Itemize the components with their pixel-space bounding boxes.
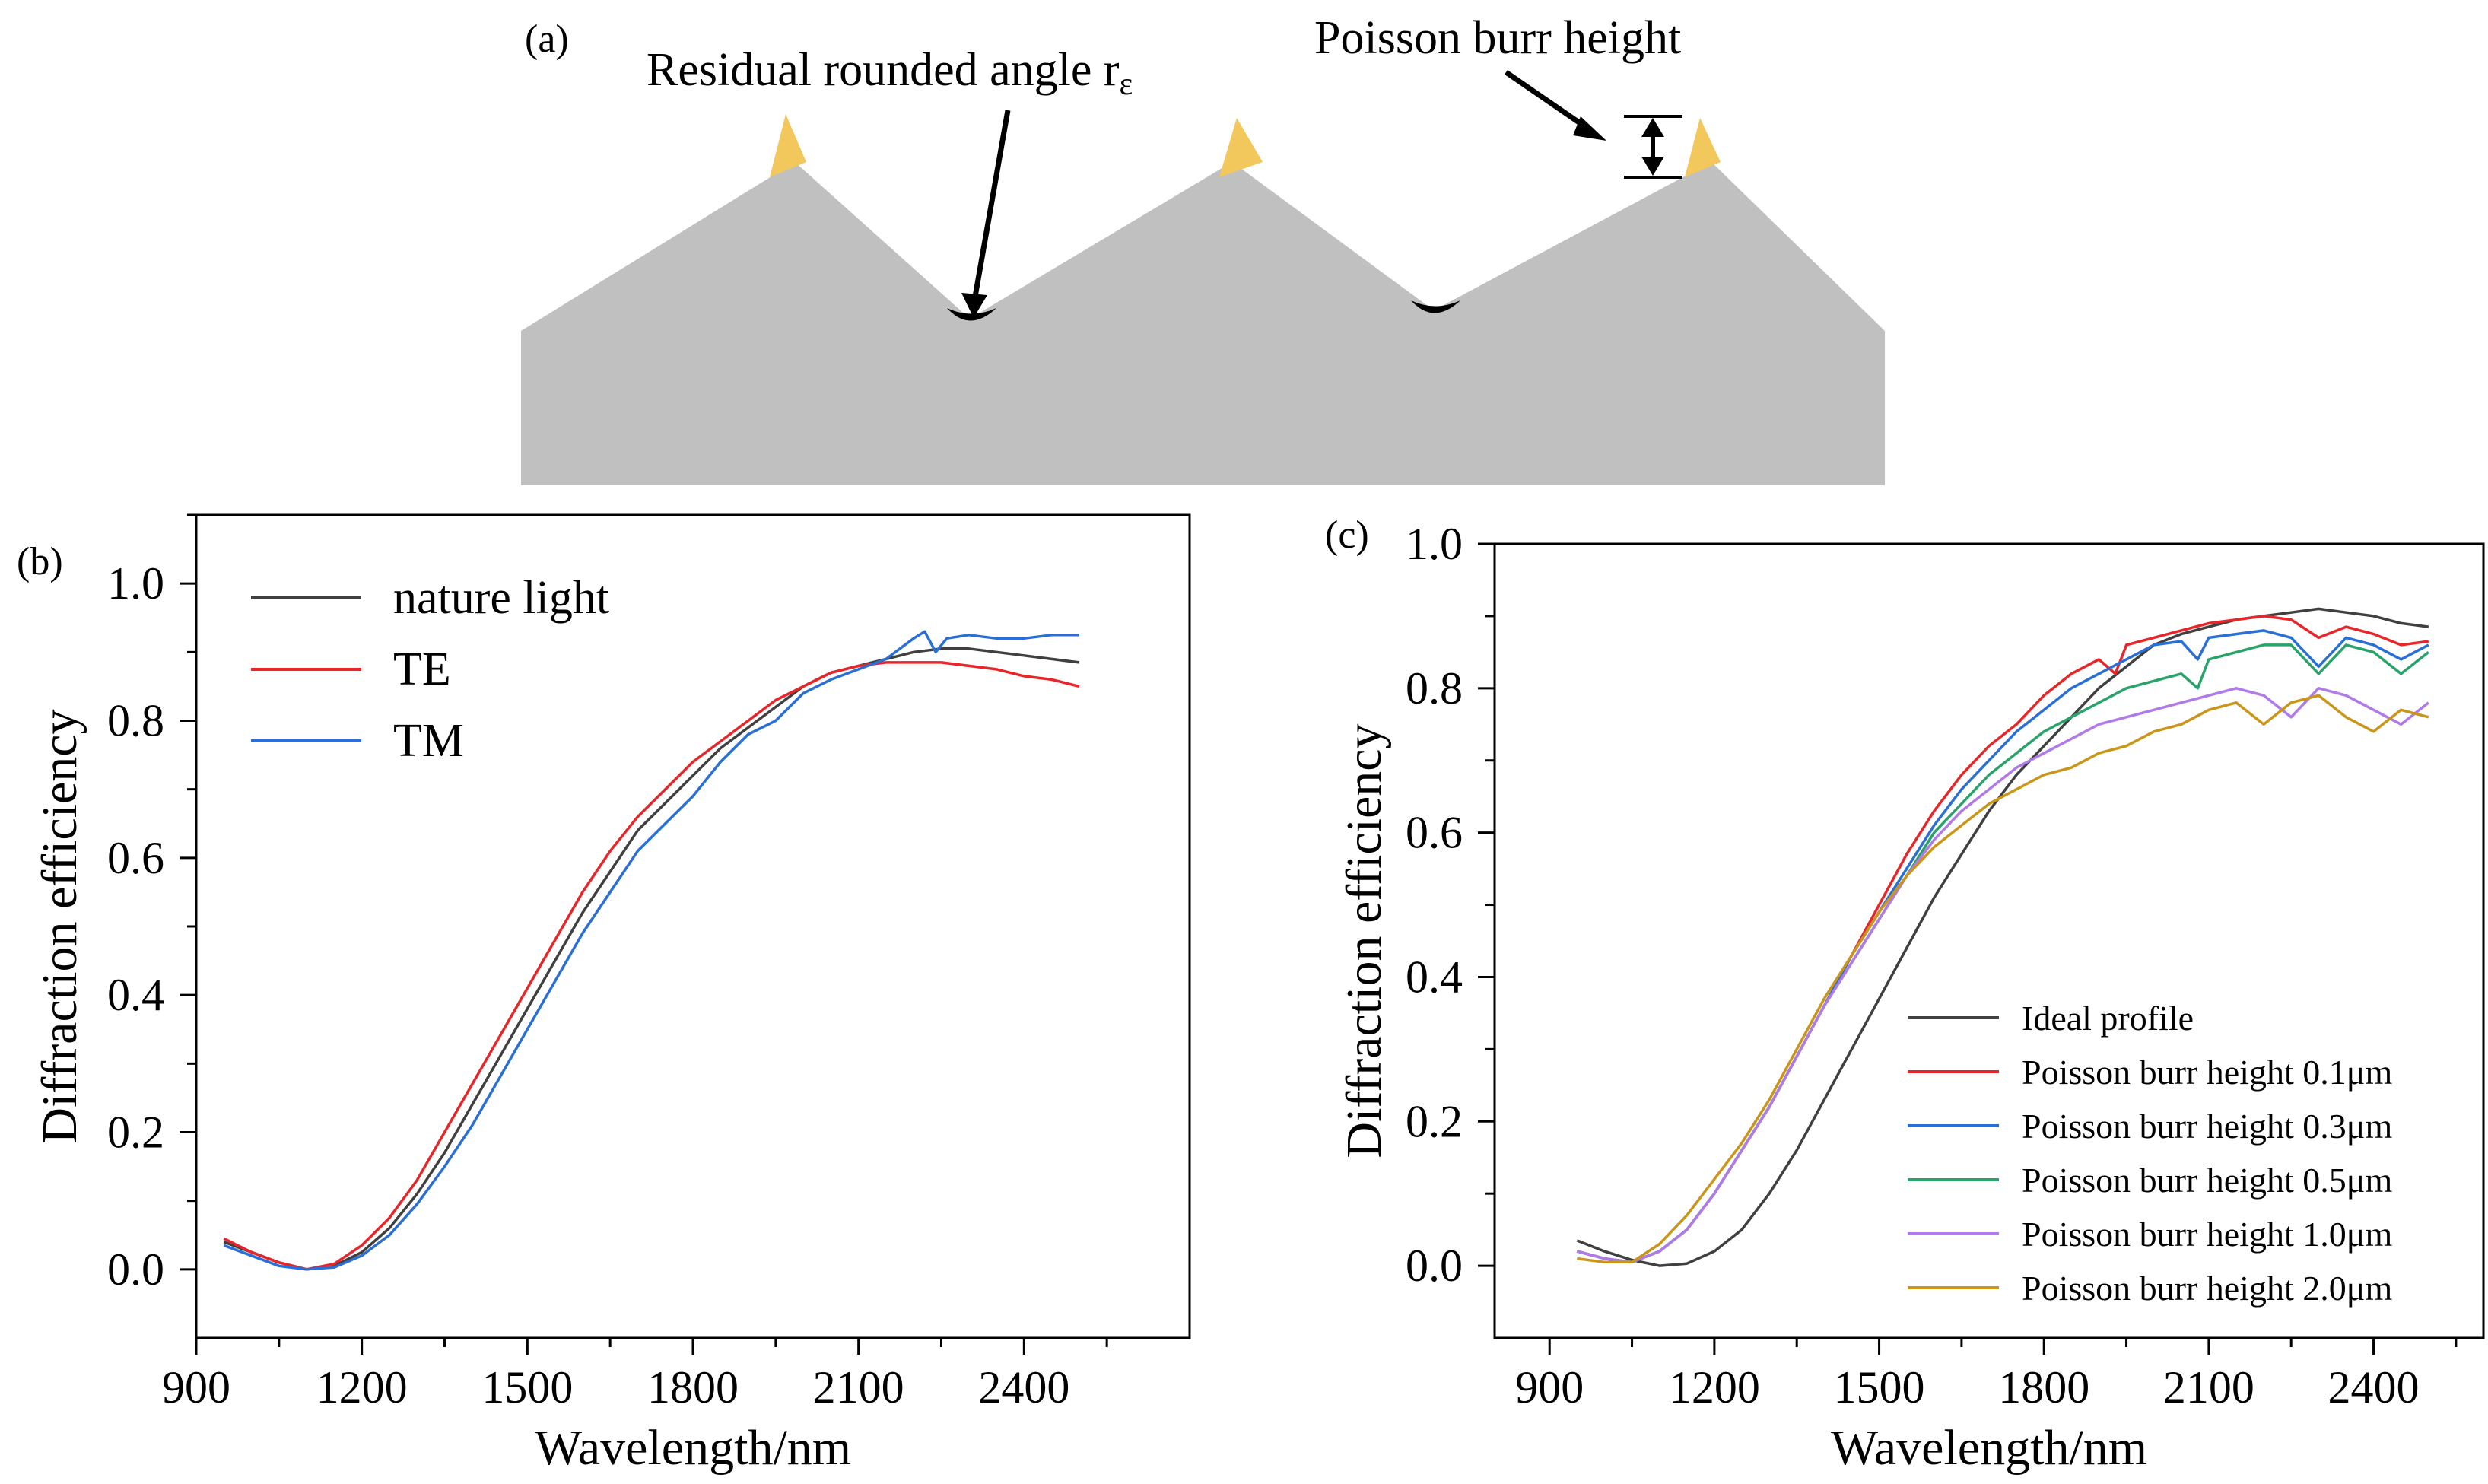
panel-c-x-tick-label-1500: 1500 bbox=[1834, 1362, 1925, 1413]
panel-b-y-tick-label-3: 0.6 bbox=[107, 833, 164, 883]
panel-b-plot-frame bbox=[195, 513, 1191, 1339]
burr-dimension-arrow-down bbox=[1641, 157, 1664, 176]
panel-c-legend-label-ideal-profile: Ideal profile bbox=[2022, 999, 2194, 1038]
panel-c-y-axis-label: Diffraction efficiency bbox=[1336, 723, 1392, 1158]
panel-c-y-tick-label-3: 0.6 bbox=[1406, 808, 1463, 858]
panel-c-legend-label-poisson-burr-height-0-3-m: Poisson burr height 0.3μm bbox=[2022, 1107, 2392, 1146]
rounded-tip-1 bbox=[947, 308, 996, 321]
burr-height-label: Poisson burr height bbox=[1314, 12, 1681, 64]
panel-c-y-tick-label-2: 0.4 bbox=[1406, 952, 1463, 1002]
panel-c-plot-frame bbox=[1493, 542, 2485, 1339]
panel-b-x-tick-label-900: 900 bbox=[162, 1362, 230, 1413]
burr-dimension-arrow-up bbox=[1641, 118, 1664, 137]
panel-b-series-te bbox=[223, 661, 1080, 1271]
burr-arrow-shaft bbox=[1505, 70, 1593, 133]
panel-b-x-tick-label-1200: 1200 bbox=[316, 1362, 408, 1413]
panel-b-legend-label-nature-light: nature light bbox=[393, 572, 609, 624]
panel-c-legend: Ideal profile Poisson burr height 0.1μm Po… bbox=[1908, 999, 2392, 1308]
panel-b-ticks: 900 1200 1500 1800 2100 2400 0.0 0.2 0.4 0.6 0.8 1.… bbox=[107, 513, 1108, 1413]
panel-c-legend-label-poisson-burr-height-0-5-m: Poisson burr height 0.5μm bbox=[2022, 1161, 2392, 1200]
panel-c-x-tick-label-2400: 2400 bbox=[2328, 1362, 2420, 1413]
panel-b-legend-label-te: TE bbox=[393, 643, 451, 695]
panel-b-label: (b) bbox=[17, 540, 63, 583]
panel-c-series-ideal-profile bbox=[1576, 607, 2429, 1267]
panel-c-ticks: 900 1200 1500 1800 2100 2400 0.0 0.2 0.4 0.6 0.8 1.… bbox=[1406, 519, 2458, 1413]
panel-b-y-tick-label-2: 0.4 bbox=[107, 970, 164, 1020]
panel-b-y-tick-label-1: 0.2 bbox=[107, 1107, 164, 1158]
panel-b-x-axis-label: Wavelength/nm bbox=[535, 1420, 851, 1476]
panel-b-legend-label-tm: TM bbox=[393, 715, 464, 767]
residual-arrow-shaft bbox=[972, 110, 1011, 297]
panel-c-chart: (c) 900 1200 1500 1800 2100 2400 0.0 0.2 0.4 0.6 0… bbox=[1325, 513, 2485, 1476]
panel-b-legend: nature light TE TM bbox=[251, 572, 609, 767]
residual-arrow-head bbox=[961, 293, 987, 318]
panel-c-y-tick-label-4: 0.8 bbox=[1406, 663, 1463, 713]
panel-c-series-poisson-burr-height-2-0-m bbox=[1577, 694, 2429, 1264]
panel-b-series bbox=[223, 630, 1080, 1271]
panel-c-y-tick-label-0: 0.0 bbox=[1406, 1241, 1463, 1291]
panel-b-y-axis-label: Diffraction efficiency bbox=[32, 709, 87, 1143]
panel-b-y-tick-label-0: 0.0 bbox=[107, 1244, 164, 1295]
panel-b-chart: (b) 900 1200 1500 1800 2100 2400 0.0 0.2 0.4 0.6 0… bbox=[17, 513, 1191, 1476]
panel-c-legend-label-poisson-burr-height-1-0-m: Poisson burr height 1.0μm bbox=[2022, 1215, 2392, 1254]
panel-b-x-tick-label-2100: 2100 bbox=[813, 1362, 904, 1413]
panel-b-x-tick-label-1800: 1800 bbox=[647, 1362, 739, 1413]
panel-c-x-tick-label-1800: 1800 bbox=[1998, 1362, 2089, 1413]
rounded-tip-2 bbox=[1411, 300, 1460, 313]
panel-c-legend-label-poisson-burr-height-2-0-m: Poisson burr height 2.0μm bbox=[2022, 1269, 2392, 1308]
panel-c-x-axis-label: Wavelength/nm bbox=[1831, 1420, 2147, 1476]
panel-c-series bbox=[1576, 607, 2429, 1267]
panel-b-x-tick-label-2400: 2400 bbox=[978, 1362, 1069, 1413]
panel-c-x-tick-label-2100: 2100 bbox=[2163, 1362, 2254, 1413]
residual-angle-label: Residual rounded angle rε bbox=[647, 44, 1133, 102]
panel-b-y-tick-label-5: 1.0 bbox=[107, 558, 164, 609]
groove-profile bbox=[521, 162, 1885, 485]
panel-c-y-tick-label-1: 0.2 bbox=[1406, 1096, 1463, 1146]
panel-c-legend-label-poisson-burr-height-0-1-m: Poisson burr height 0.1μm bbox=[2022, 1053, 2392, 1092]
panel-c-series-poisson-burr-height-1-0-m bbox=[1576, 687, 2429, 1264]
panel-c-y-tick-label-5: 1.0 bbox=[1406, 519, 1463, 569]
burr-1 bbox=[770, 114, 806, 177]
panel-b-y-tick-label-4: 0.8 bbox=[107, 696, 164, 746]
panel-a-label: (a) bbox=[525, 17, 569, 61]
panel-b-x-tick-label-1500: 1500 bbox=[481, 1362, 573, 1413]
burr-arrow-head bbox=[1573, 116, 1606, 141]
panel-b-series-tm bbox=[223, 630, 1079, 1271]
panel-c-x-tick-label-1200: 1200 bbox=[1669, 1362, 1760, 1413]
burr-2 bbox=[1219, 118, 1263, 177]
panel-c-x-tick-label-900: 900 bbox=[1515, 1362, 1584, 1413]
panel-c-label: (c) bbox=[1325, 513, 1369, 557]
burr-3 bbox=[1685, 118, 1721, 177]
panel-a-groove-profile: (a) Residual rounded angle rε Poisson bu… bbox=[521, 12, 1885, 485]
